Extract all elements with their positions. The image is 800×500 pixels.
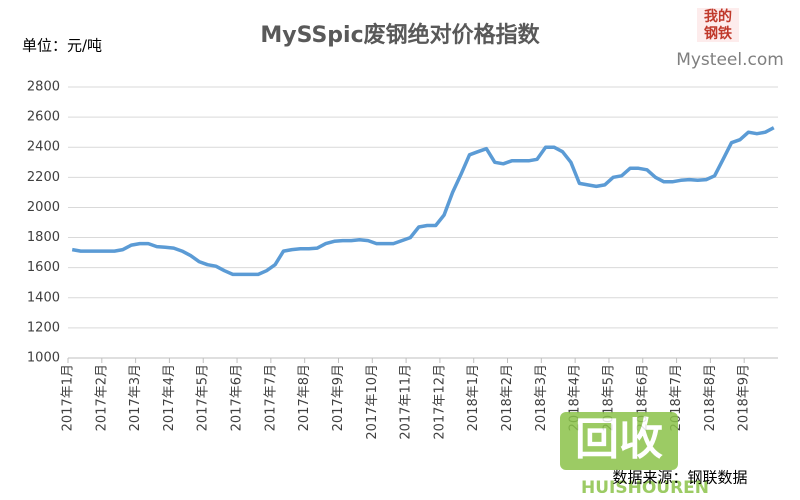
x-tick-label: 2017年10月 [365,364,380,440]
y-tick-label: 2000 [27,200,60,215]
x-tick-label: 2017年8月 [297,364,312,431]
logo-site: Mysteel.com [676,50,784,70]
y-tick-label: 1400 [27,290,60,305]
y-tick-label: 1200 [27,320,60,335]
y-axis-label: 单位：元/吨 [22,37,102,55]
x-tick-label: 2018年3月 [534,364,549,431]
y-tick-label: 1000 [27,351,60,366]
x-tick-label: 2017年12月 [432,364,447,440]
x-tick-label: 2018年2月 [500,364,515,431]
x-tick-label: 2017年4月 [162,364,177,431]
y-tick-label: 2200 [27,170,60,185]
x-tick-label: 2017年5月 [196,364,211,431]
x-tick-label: 2017年2月 [94,364,109,431]
watermark-sub: HUISHOUREN [581,478,709,498]
x-tick-label: 2017年11月 [399,364,414,440]
y-tick-label: 2600 [27,110,60,125]
y-tick-label: 2800 [27,80,60,95]
watermark: 回收 HUISHOUREN [560,412,709,498]
y-tick-label: 2400 [27,140,60,155]
x-tick-label: 2017年9月 [331,364,346,431]
x-tick-label: 2017年7月 [263,364,278,431]
x-tick-label: 2017年1月 [61,364,76,431]
x-tick-label: 2018年9月 [737,364,752,431]
y-tick-label: 1800 [27,230,60,245]
data-line [71,126,775,277]
chart-title: MySSpic废钢绝对价格指数 [260,22,540,48]
x-tick-label: 2017年6月 [230,364,245,431]
y-tick-label: 1600 [27,260,60,275]
x-tick-label: 2018年8月 [703,364,718,431]
logo-top: 我的 [704,8,732,25]
plot-area: 1000 1200 1400 1600 1800 2000 2200 2400 2600 2800… [27,80,778,440]
logo-box [697,8,739,42]
logo-bottom: 钢铁 [704,25,732,42]
watermark-box [560,412,678,470]
watermark-main: 回收 [575,414,663,465]
logo: 我的 钢铁 Mysteel.com [676,8,784,70]
x-tick-label: 2018年1月 [466,364,481,431]
source: 数据来源：钢联数据 [612,469,747,487]
x-tick-label: 2017年3月 [128,364,143,431]
